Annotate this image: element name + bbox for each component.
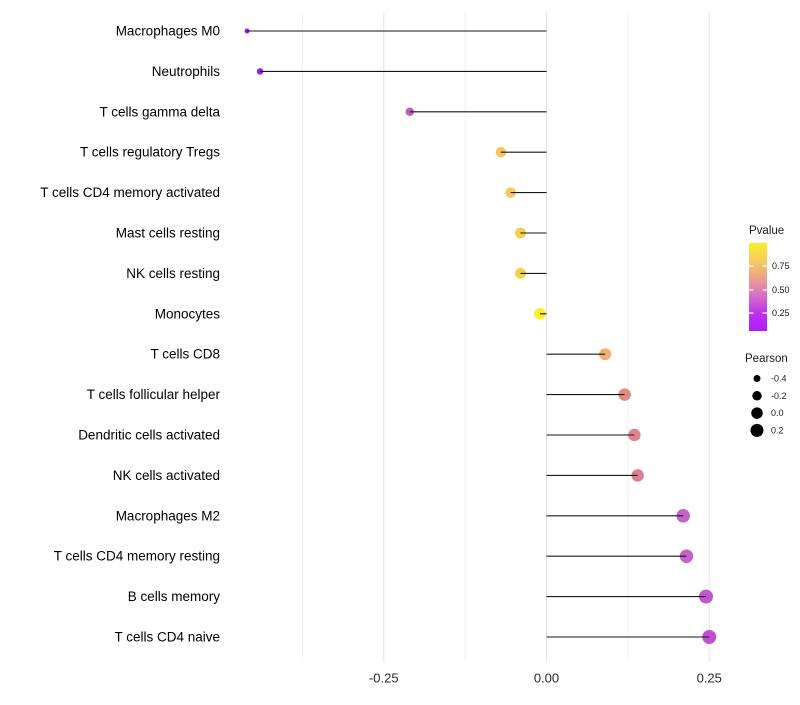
y-axis-label: T cells CD4 naive	[114, 630, 220, 645]
pearson-legend-title: Pearson	[745, 353, 788, 365]
y-axis-label: T cells regulatory Tregs	[80, 145, 220, 160]
y-axis-label: B cells memory	[128, 589, 221, 604]
y-axis-label: T cells CD4 memory activated	[40, 185, 220, 200]
pearson-legend-dot	[753, 375, 761, 382]
pearson-legend-label: 0.0	[771, 408, 784, 418]
pvalue-tick-label: 0.75	[772, 261, 790, 271]
pearson-legend-dot	[750, 423, 764, 437]
y-axis-label: T cells CD8	[150, 347, 220, 362]
pearson-legend-label: -0.2	[771, 391, 787, 401]
y-axis-label: Monocytes	[155, 306, 221, 321]
x-axis-tick-label: 0.25	[697, 671, 722, 686]
pvalue-colorbar	[749, 243, 767, 331]
y-axis-label: T cells follicular helper	[87, 387, 221, 402]
x-axis-tick-label: 0.00	[534, 671, 559, 686]
pearson-legend-label: 0.2	[771, 425, 784, 435]
y-axis-label: NK cells activated	[113, 468, 220, 483]
y-axis-label: Dendritic cells activated	[78, 428, 220, 443]
y-axis-label: Neutrophils	[152, 64, 221, 79]
pearson-legend-dot	[752, 391, 762, 401]
y-axis-label: T cells CD4 memory resting	[54, 549, 220, 564]
pvalue-legend-title: Pvalue	[749, 225, 784, 237]
y-axis-label: Macrophages M0	[116, 24, 220, 39]
x-axis-tick-label: -0.25	[369, 671, 399, 686]
y-axis-label: NK cells resting	[126, 266, 220, 281]
pearson-legend-dot	[751, 407, 763, 419]
y-axis-label: Macrophages M2	[116, 508, 220, 523]
y-axis-label: Mast cells resting	[116, 226, 220, 241]
pearson-legend-label: -0.4	[771, 374, 787, 384]
y-axis-label: T cells gamma delta	[99, 104, 220, 119]
pvalue-tick-label: 0.25	[772, 308, 790, 318]
pvalue-tick-label: 0.50	[772, 285, 790, 295]
